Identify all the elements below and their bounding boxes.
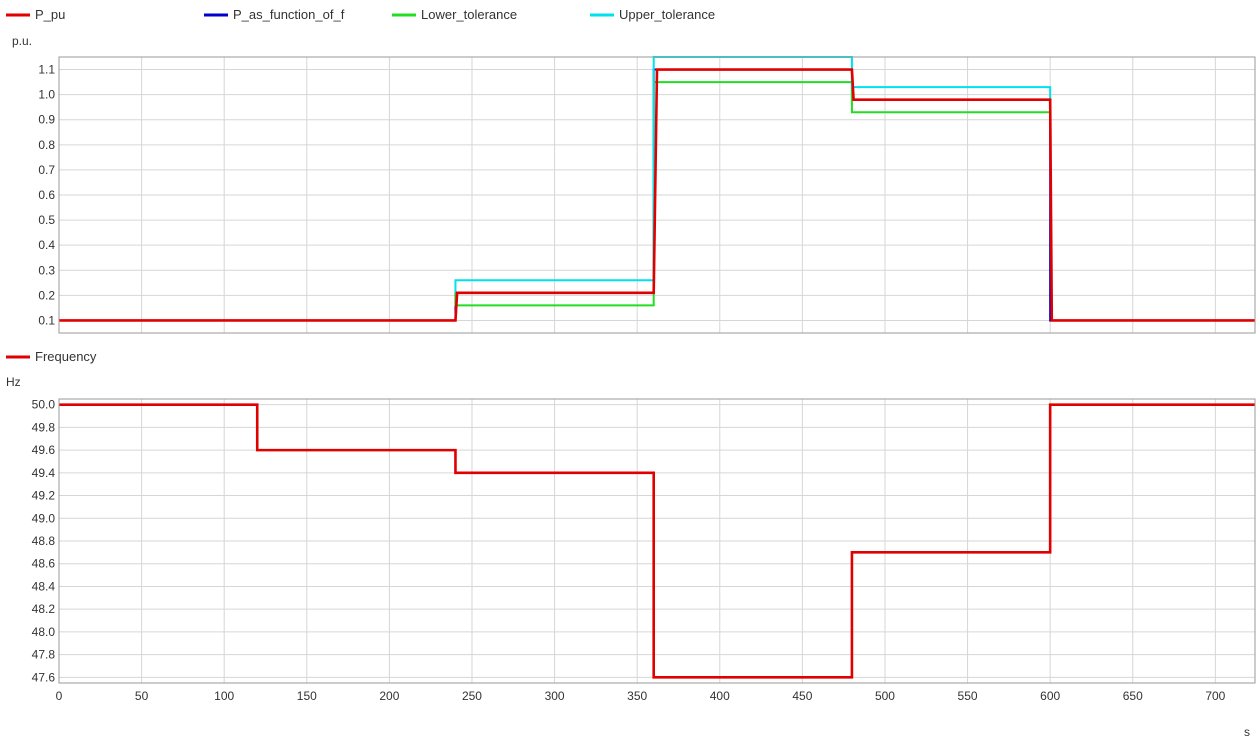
top-legend: P_pu P_as_function_of_f Lower_tolerance … xyxy=(6,7,715,22)
x-tick-label-350: 350 xyxy=(627,689,647,703)
y-tick-label-0-7: 0.7 xyxy=(38,163,55,177)
top-series-lines xyxy=(59,56,1255,322)
bottom-series-lines xyxy=(59,403,1255,679)
legend-label-lower-tolerance: Lower_tolerance xyxy=(421,7,517,22)
top-plot-frame xyxy=(58,56,1256,334)
legend-entry-p-as-function-of-f: P_as_function_of_f xyxy=(204,7,345,22)
series-line-lower-tolerance xyxy=(454,81,1051,307)
y-tick-label-1-0: 1.0 xyxy=(38,88,55,102)
top-y-unit-label: p.u. xyxy=(12,34,32,48)
bottom-y-unit-label: Hz xyxy=(6,375,21,389)
y-tick-label-0-4: 0.4 xyxy=(38,238,55,252)
y-tick-label-48-2: 48.2 xyxy=(32,602,56,616)
x-tick-label-200: 200 xyxy=(379,689,399,703)
y-tick-label-0-8: 0.8 xyxy=(38,138,55,152)
x-tick-label-700: 700 xyxy=(1205,689,1225,703)
x-tick-label-300: 300 xyxy=(545,689,565,703)
x-tick-label-650: 650 xyxy=(1123,689,1143,703)
y-tick-label-0-3: 0.3 xyxy=(38,263,55,277)
x-tick-label-250: 250 xyxy=(462,689,482,703)
series-line-p-pu xyxy=(59,68,1255,322)
y-tick-label-1-1: 1.1 xyxy=(38,63,55,77)
series-line-frequency xyxy=(59,403,1255,679)
x-axis-unit-label: s xyxy=(1244,725,1250,739)
y-tick-label-49-2: 49.2 xyxy=(32,489,56,503)
y-tick-label-0-9: 0.9 xyxy=(38,113,55,127)
x-tick-label-500: 500 xyxy=(875,689,895,703)
legend-label-upper-tolerance: Upper_tolerance xyxy=(619,7,715,22)
y-tick-label-48-0: 48.0 xyxy=(32,625,56,639)
plot-power: 0.1 0.2 0.3 0.4 0.5 0.6 0.7 0.8 0.9 1.0 1.1 xyxy=(38,56,1256,334)
y-tick-label-49-6: 49.6 xyxy=(32,443,56,457)
x-tick-label-600: 600 xyxy=(1040,689,1060,703)
legend-label-p-as-function-of-f: P_as_function_of_f xyxy=(233,7,345,22)
bottom-y-tick-labels: 47.6 47.8 48.0 48.2 48.4 48.6 48.8 49.0 49.2 49.4… xyxy=(32,398,56,685)
y-tick-label-0-1: 0.1 xyxy=(38,313,55,327)
x-tick-labels: 0 50 100 150 200 250 300 350 400 450 500 550 600 650 7… xyxy=(56,689,1226,703)
y-tick-label-0-5: 0.5 xyxy=(38,213,55,227)
bottom-gridlines xyxy=(58,399,1255,683)
x-tick-label-150: 150 xyxy=(297,689,317,703)
series-line-upper-tolerance xyxy=(454,56,1052,293)
y-tick-label-49-8: 49.8 xyxy=(32,420,56,434)
y-tick-label-49-0: 49.0 xyxy=(32,511,56,525)
y-tick-label-0-6: 0.6 xyxy=(38,188,55,202)
x-tick-label-100: 100 xyxy=(214,689,234,703)
legend-entry-lower-tolerance: Lower_tolerance xyxy=(392,7,517,22)
x-tick-label-550: 550 xyxy=(958,689,978,703)
legend-label-p-pu: P_pu xyxy=(35,7,65,22)
y-tick-label-50-0: 50.0 xyxy=(32,398,56,412)
x-tick-label-50: 50 xyxy=(135,689,149,703)
x-tick-label-450: 450 xyxy=(792,689,812,703)
legend-entry-upper-tolerance: Upper_tolerance xyxy=(590,7,715,22)
bottom-plot-frame xyxy=(58,398,1256,684)
y-tick-label-47-6: 47.6 xyxy=(32,670,56,684)
y-tick-label-48-8: 48.8 xyxy=(32,534,56,548)
y-tick-label-48-4: 48.4 xyxy=(32,579,56,593)
top-y-tick-labels: 0.1 0.2 0.3 0.4 0.5 0.6 0.7 0.8 0.9 1.0 1.1 xyxy=(38,63,55,328)
y-tick-label-47-8: 47.8 xyxy=(32,648,56,662)
y-tick-label-0-2: 0.2 xyxy=(38,288,55,302)
y-tick-label-48-6: 48.6 xyxy=(32,557,56,571)
y-tick-label-49-4: 49.4 xyxy=(32,466,56,480)
plot-frequency: 47.6 47.8 48.0 48.2 48.4 48.6 48.8 49.0 49.2 49.4… xyxy=(32,398,1256,703)
x-tick-label-0: 0 xyxy=(56,689,63,703)
legend-entry-p-pu: P_pu xyxy=(6,7,65,22)
bottom-legend: Frequency xyxy=(6,349,97,364)
x-tick-label-400: 400 xyxy=(710,689,730,703)
legend-label-frequency: Frequency xyxy=(35,349,97,364)
